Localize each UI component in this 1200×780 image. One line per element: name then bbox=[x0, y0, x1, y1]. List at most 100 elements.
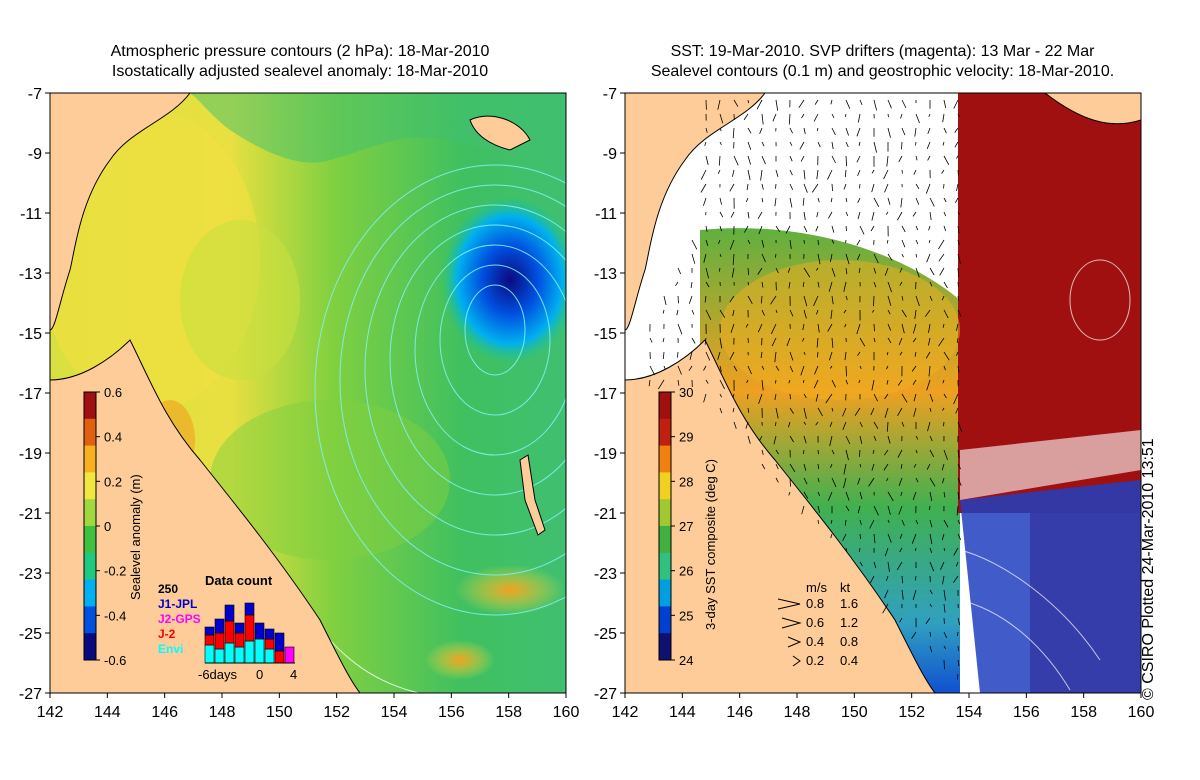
velocity-arrow bbox=[900, 491, 903, 496]
velocity-arrow bbox=[897, 449, 903, 458]
velocity-arrow bbox=[915, 197, 920, 205]
sealevel-colorbar-swatch bbox=[84, 579, 96, 607]
velocity-arrow bbox=[859, 519, 862, 525]
velocity-legend-ms: 0.6 bbox=[806, 615, 824, 630]
velocity-arrow bbox=[775, 99, 779, 111]
sealevel-colorbar-swatch bbox=[84, 552, 96, 581]
velocity-arrow bbox=[719, 309, 726, 318]
velocity-arrow bbox=[928, 113, 931, 118]
velocity-arrow bbox=[887, 295, 892, 306]
velocity-arrow bbox=[803, 295, 808, 307]
velocity-arrow bbox=[719, 407, 723, 414]
velocity-arrow bbox=[730, 323, 735, 333]
velocity-arrow bbox=[677, 365, 682, 375]
velocity-arrow bbox=[746, 379, 749, 384]
velocity-arrow bbox=[813, 113, 819, 122]
right-x-tick-label: 144 bbox=[669, 704, 696, 721]
velocity-arrow bbox=[789, 407, 794, 414]
velocity-arrow bbox=[845, 379, 848, 385]
velocity-arrow bbox=[884, 267, 889, 276]
velocity-arrow bbox=[788, 379, 791, 384]
velocity-arrow bbox=[929, 197, 935, 207]
right-y-tick-label: -7 bbox=[603, 86, 617, 103]
sealevel-colorbar-tick-label: -0.2 bbox=[104, 564, 126, 579]
velocity-arrow bbox=[929, 281, 933, 287]
right-x-tick-label: 146 bbox=[726, 704, 753, 721]
velocity-arrow bbox=[957, 491, 960, 500]
velocity-arrow bbox=[954, 127, 959, 133]
velocity-arrow bbox=[817, 197, 820, 203]
data-count-bar bbox=[214, 632, 225, 650]
sst-colorbar-swatch bbox=[659, 445, 671, 473]
velocity-arrow bbox=[957, 463, 961, 470]
velocity-arrow bbox=[873, 253, 879, 264]
right-y-axis: -7 -9 -11 -13 -15 -17 -19 -21 -23 -25 -27 bbox=[594, 86, 625, 703]
velocity-arrow bbox=[789, 477, 791, 487]
velocity-arrow bbox=[789, 169, 793, 176]
velocity-arrow bbox=[775, 225, 781, 233]
velocity-arrow bbox=[929, 519, 933, 528]
velocity-arrow bbox=[957, 631, 959, 637]
velocity-arrow bbox=[719, 393, 722, 398]
sst-colorbar-tick-label: 28 bbox=[679, 474, 693, 489]
velocity-arrow bbox=[873, 337, 876, 343]
velocity-arrow bbox=[831, 239, 835, 244]
velocity-arrow bbox=[663, 365, 666, 370]
velocity-arrow bbox=[887, 281, 892, 293]
velocity-arrow bbox=[925, 617, 931, 625]
right-map bbox=[625, 93, 1141, 693]
velocity-arrow bbox=[775, 169, 779, 178]
velocity-arrow bbox=[843, 309, 847, 314]
velocity-arrow bbox=[939, 267, 945, 276]
velocity-arrow bbox=[787, 267, 791, 273]
data-count-bar bbox=[264, 628, 275, 640]
velocity-arrow bbox=[761, 449, 764, 455]
velocity-arrow bbox=[886, 421, 889, 432]
right-x-tick-label: 152 bbox=[898, 704, 925, 721]
velocity-arrow bbox=[803, 477, 808, 485]
velocity-arrow bbox=[957, 533, 962, 540]
velocity-arrow bbox=[718, 239, 721, 244]
right-y-tick-label: -15 bbox=[594, 326, 617, 343]
velocity-arrow bbox=[901, 323, 905, 334]
velocity-arrow bbox=[845, 211, 849, 217]
velocity-arrow bbox=[705, 239, 709, 247]
velocity-arrow bbox=[761, 379, 764, 391]
right-y-tick-label: -11 bbox=[595, 206, 617, 223]
velocity-arrow bbox=[816, 169, 819, 180]
velocity-arrow bbox=[719, 113, 724, 124]
right-title-line1: SST: 19-Mar-2010. SVP drifters (magenta)… bbox=[670, 43, 1095, 60]
velocity-arrow bbox=[942, 113, 945, 123]
velocity-arrow bbox=[953, 547, 959, 556]
velocity-arrow bbox=[761, 253, 766, 263]
velocity-arrow bbox=[816, 337, 819, 348]
velocity-arrow bbox=[914, 309, 917, 320]
velocity-arrow bbox=[943, 547, 946, 552]
data-count-bar bbox=[244, 640, 255, 664]
velocity-arrow bbox=[873, 267, 877, 274]
velocity-arrow bbox=[803, 407, 807, 419]
velocity-arrow bbox=[746, 183, 749, 191]
velocity-arrow bbox=[857, 169, 861, 177]
velocity-arrow bbox=[912, 211, 917, 217]
velocity-arrow bbox=[789, 197, 793, 208]
velocity-arrow bbox=[719, 379, 725, 390]
sealevel-colorbar-swatch bbox=[84, 633, 96, 661]
velocity-arrow bbox=[717, 351, 721, 360]
velocity-arrow bbox=[943, 519, 949, 528]
velocity-arrow bbox=[747, 295, 753, 304]
data-count-bar bbox=[284, 646, 295, 664]
png-island bbox=[469, 115, 531, 151]
velocity-arrow bbox=[703, 393, 707, 403]
left-x-tick-label: 142 bbox=[37, 704, 64, 721]
velocity-arrow bbox=[886, 477, 889, 482]
velocity-arrow bbox=[817, 505, 820, 513]
velocity-arrow bbox=[649, 337, 653, 343]
velocity-arrow bbox=[788, 491, 791, 496]
velocity-arrow bbox=[957, 673, 959, 680]
velocity-arrow bbox=[883, 169, 889, 180]
velocity-arrow bbox=[856, 155, 861, 163]
velocity-arrow bbox=[831, 141, 834, 150]
